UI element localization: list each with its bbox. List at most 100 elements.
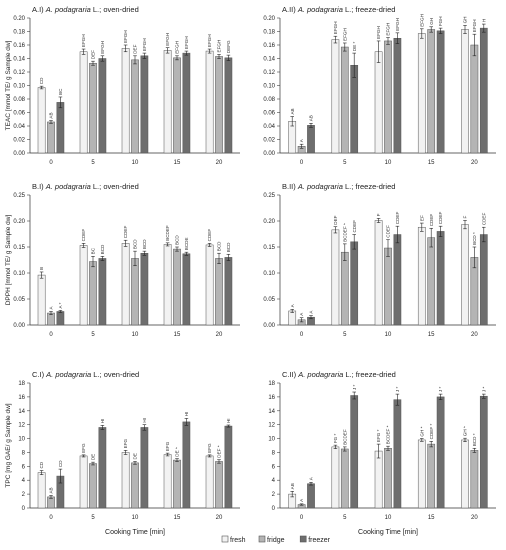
bar-fresh (461, 29, 469, 154)
y-axis-label: DPPH [mmol TE/ g Sample dw] (5, 215, 12, 306)
x-tick-label: 15 (428, 332, 435, 338)
significance-label: J * (438, 387, 443, 393)
x-tick-label: 0 (49, 160, 53, 166)
significance-label: A * (58, 302, 63, 308)
x-tick-label: 10 (132, 515, 139, 521)
significance-label: F (376, 213, 381, 216)
significance-label: A (309, 476, 314, 480)
significance-label: B (39, 267, 44, 270)
y-tick-label: 8 (22, 450, 26, 456)
x-tick-label: 20 (471, 332, 478, 338)
x-tick-label: 15 (428, 515, 435, 521)
significance-label: J * (481, 387, 486, 393)
y-tick-label: 0.10 (263, 271, 275, 277)
bar-fresh (417, 33, 426, 154)
y-tick-label: 0 (22, 506, 26, 512)
significance-label: EFGH (175, 41, 180, 54)
significance-label: DEF (91, 50, 96, 59)
y-tick-label: 0.20 (13, 219, 25, 225)
panel-title: A.I) A. podagraria L.; oven-dried (32, 5, 139, 14)
bar-fridge (131, 462, 139, 509)
bar-fridge (427, 29, 436, 154)
y-tick-label: 12 (18, 423, 25, 429)
x-axis-label: Cooking Time [min] (358, 529, 418, 536)
significance-label: EFGH (472, 19, 477, 32)
y-tick-label: 0.25 (263, 193, 275, 199)
significance-label: A (49, 305, 54, 309)
bar-fridge (47, 121, 55, 154)
significance-label: HI (100, 419, 105, 424)
bar-fridge (427, 443, 436, 509)
significance-label: BCD (133, 239, 138, 249)
bar-freezer (224, 57, 233, 154)
significance-label: EFG * (376, 429, 381, 442)
x-tick-label: 15 (174, 160, 181, 166)
y-tick-label: 0.00 (263, 323, 275, 329)
panel-title-suffix: L.; oven-dried (93, 5, 139, 14)
bar-fresh (461, 439, 469, 509)
y-tick-label: 0.12 (263, 70, 275, 76)
bar-fresh (79, 455, 88, 509)
bar-fresh (417, 226, 426, 326)
x-tick-label: 5 (343, 332, 347, 338)
y-axis-label: TEAC [mmol TE/ g Sample dw] (5, 40, 12, 130)
y-tick-label: 0.10 (13, 271, 25, 277)
significance-label: DE (91, 454, 96, 460)
significance-label: CDEF (123, 226, 128, 239)
panel-title-suffix: L.; freeze-dried (345, 5, 395, 14)
significance-label: GH * (463, 426, 468, 436)
significance-label: A (299, 138, 304, 142)
x-tick-label: 0 (300, 160, 304, 166)
significance-label: CDEF (438, 212, 443, 225)
y-tick-label: 0.12 (13, 70, 25, 76)
significance-label: A (299, 498, 304, 502)
significance-label: BCDE (184, 237, 189, 250)
significance-label: EFGH (217, 40, 222, 53)
significance-label: AB (49, 112, 54, 118)
panel-title: A.II) A. podagraria L.; freeze-dried (282, 5, 395, 14)
bar-freezer (393, 234, 402, 326)
bar-freezer (307, 125, 315, 154)
bar-freezer (56, 102, 65, 154)
x-tick-label: 20 (471, 515, 478, 521)
bar-fridge (215, 258, 223, 326)
bar-fridge (384, 40, 392, 154)
significance-label: J * (352, 384, 357, 390)
bar-fridge (340, 46, 349, 154)
bar-fresh (374, 450, 383, 509)
significance-label: BCD (142, 239, 147, 249)
significance-label: HI (226, 418, 231, 423)
bar-freezer (479, 234, 488, 326)
y-tick-label: 16 (18, 395, 25, 401)
bar-fresh (374, 51, 383, 154)
y-tick-label: 0.18 (13, 30, 25, 36)
legend-swatch-fridge (258, 535, 266, 543)
y-tick-label: 0.05 (13, 297, 25, 303)
bar-fresh (37, 472, 46, 509)
significance-label: CDEF (352, 220, 357, 233)
y-tick-label: 0.10 (263, 84, 275, 90)
significance-label: EFGH (165, 33, 170, 46)
significance-label: EFGH (342, 28, 347, 41)
y-tick-label: 0.08 (13, 97, 25, 103)
significance-label: BCDEF (342, 429, 347, 445)
significance-label: CD (39, 461, 44, 468)
bar-fresh (163, 454, 172, 509)
bar-fresh (37, 87, 46, 154)
bar-fresh (163, 244, 172, 326)
bar-fridge (470, 44, 479, 154)
bar-fresh (79, 245, 88, 326)
y-tick-label: 2 (22, 492, 26, 498)
y-tick-label: 4 (22, 478, 26, 484)
y-tick-label: 10 (268, 437, 275, 443)
y-tick-label: 0.00 (263, 151, 275, 157)
bar-fridge (215, 461, 223, 509)
y-tick-label: 0.00 (13, 323, 25, 329)
bar-freezer (393, 399, 402, 509)
bar-fridge (384, 247, 392, 326)
chart-panel-3: B.I) A. podagraria L.; oven-dried 0.00 0.0… (5, 182, 240, 338)
y-tick-label: 0.15 (13, 245, 25, 251)
chart-panel-2: A.II) A. podagraria L.; freeze-dried 0.00… (263, 5, 496, 166)
bar-freezer (182, 253, 191, 326)
x-tick-label: 5 (343, 515, 347, 521)
